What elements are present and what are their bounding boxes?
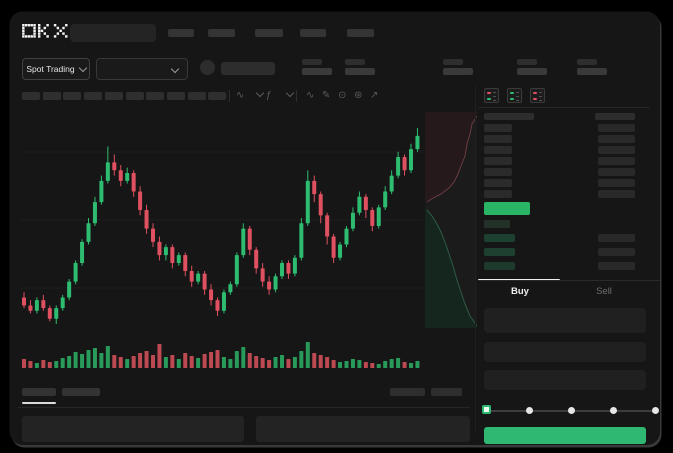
slider-stop[interactable] (609, 407, 617, 414)
interval-button[interactable] (187, 92, 206, 100)
okx-logo[interactable] (22, 24, 70, 40)
pair-coin-icon (200, 60, 215, 75)
settings-gear-icon[interactable]: ⊛ (354, 90, 363, 101)
bid-price-skeleton (484, 248, 515, 256)
stat-label-skeleton (345, 59, 365, 65)
stat-value-skeleton (517, 68, 547, 75)
market-type-label: Spot Trading (26, 64, 75, 74)
bottom-action-skeleton[interactable] (390, 388, 425, 396)
candlestick-chart[interactable] (20, 112, 422, 332)
book-bids-only-icon[interactable] (507, 88, 522, 103)
order-field-skeleton[interactable] (484, 342, 646, 362)
line-style-icon[interactable]: ∿ (236, 90, 245, 101)
ask-price-skeleton (484, 135, 512, 143)
bid-total-skeleton (598, 262, 635, 270)
stat-value-skeleton (577, 68, 607, 75)
order-field-skeleton[interactable] (484, 308, 646, 333)
book-both-sides-icon[interactable] (484, 88, 499, 103)
app-window: Spot Trading ∿ ƒ ∿ ✎ ⊙ ⊛ ↗ Buy Sell (10, 12, 660, 445)
last-price-badge[interactable] (484, 202, 530, 215)
nav-item-skeleton[interactable] (300, 29, 326, 37)
ask-price-skeleton (484, 179, 512, 187)
depth-profile (425, 112, 478, 328)
nav-item-skeleton[interactable] (168, 29, 194, 37)
chevron-down-icon (170, 64, 180, 74)
interval-button[interactable] (166, 92, 185, 100)
table-skeleton-block (22, 416, 244, 442)
chevron-down-icon (78, 63, 87, 73)
interval-button[interactable] (208, 92, 227, 100)
stat-label-skeleton (302, 59, 322, 65)
pair-dropdown[interactable] (96, 58, 188, 80)
slider-stop[interactable] (525, 407, 533, 414)
bid-total-skeleton (598, 248, 635, 256)
draw-tools-icon[interactable]: ✎ (322, 90, 331, 101)
book-asks-only-icon[interactable] (530, 88, 545, 103)
ask-total-skeleton (598, 157, 635, 165)
toolbar-divider (229, 90, 230, 102)
divider (478, 280, 660, 281)
bottom-tab-skeleton[interactable] (22, 388, 56, 396)
divider (478, 107, 650, 108)
active-tab-indicator (22, 402, 56, 404)
slider-handle[interactable] (482, 405, 491, 414)
interval-button[interactable] (84, 92, 103, 100)
ask-total-skeleton (598, 135, 635, 143)
panel-divider (475, 86, 476, 433)
chevron-down-icon[interactable] (282, 88, 295, 103)
stat-label-skeleton (517, 59, 537, 65)
indicators-icon[interactable]: ƒ (266, 90, 272, 101)
ob-col-header-price (484, 113, 534, 120)
order-field-skeleton[interactable] (484, 370, 646, 390)
search-input[interactable] (70, 24, 156, 42)
stat-value-skeleton (345, 68, 375, 75)
ask-total-skeleton (598, 190, 635, 198)
ask-price-skeleton (484, 124, 512, 132)
fullscreen-icon[interactable]: ↗ (370, 90, 379, 101)
slider-stop[interactable] (567, 407, 575, 414)
ask-total-skeleton (598, 168, 635, 176)
buy-submit-button[interactable] (484, 427, 646, 444)
ob-col-header-total (595, 113, 635, 120)
ask-price-skeleton (484, 157, 512, 165)
chevron-down-icon[interactable] (252, 88, 265, 103)
stat-label-skeleton (443, 59, 463, 65)
ask-total-skeleton (598, 146, 635, 154)
camera-icon[interactable]: ⊙ (338, 90, 347, 101)
interval-button[interactable] (63, 92, 82, 100)
volume-chart (20, 338, 422, 368)
bid-price-skeleton (484, 234, 515, 242)
ask-price-skeleton (484, 190, 512, 198)
interval-button[interactable] (22, 92, 40, 100)
interval-button[interactable] (104, 92, 123, 100)
bid-price-skeleton (484, 220, 510, 228)
slider-stop[interactable] (651, 407, 659, 414)
interval-button[interactable] (42, 92, 61, 100)
bid-total-skeleton (598, 234, 635, 242)
stat-value-skeleton (443, 68, 473, 75)
nav-item-skeleton[interactable] (347, 29, 374, 37)
ask-total-skeleton (598, 124, 635, 132)
stat-label-skeleton (577, 59, 597, 65)
bottom-action-skeleton[interactable] (431, 388, 462, 396)
stat-value-skeleton (302, 68, 332, 75)
ask-price-skeleton (484, 168, 512, 176)
bid-price-skeleton (484, 262, 515, 270)
ask-price-skeleton (484, 146, 512, 154)
toolbar-divider (296, 90, 297, 102)
tab-sell[interactable]: Sell (596, 286, 612, 297)
interval-button[interactable] (146, 92, 165, 100)
divider (18, 407, 470, 408)
wave-indicator-icon[interactable]: ∿ (306, 90, 315, 101)
bottom-tab-skeleton[interactable] (62, 388, 100, 396)
table-skeleton-block (256, 416, 470, 442)
pair-name-skeleton (221, 62, 275, 75)
ask-total-skeleton (598, 179, 635, 187)
tab-buy[interactable]: Buy (511, 286, 529, 297)
nav-item-skeleton[interactable] (255, 29, 283, 37)
interval-button[interactable] (125, 92, 144, 100)
market-type-dropdown[interactable]: Spot Trading (22, 58, 90, 80)
nav-item-skeleton[interactable] (208, 29, 235, 37)
